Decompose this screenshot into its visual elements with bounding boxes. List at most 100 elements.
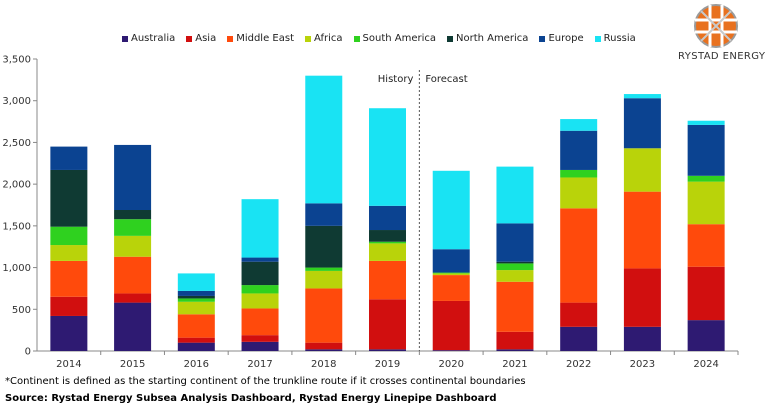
y-tick-label: 2,000: [2, 180, 31, 191]
bar-australia-2019: [369, 349, 406, 351]
legend-item-asia: Asia: [186, 33, 216, 44]
y-tick-label: 3,500: [2, 55, 31, 66]
bar-russia-2016: [177, 273, 215, 291]
x-tick-label: 2020: [439, 359, 464, 370]
bar-australia-2014: [50, 315, 88, 351]
bar-europe-2014: [50, 146, 88, 170]
bar-europe-2017: [241, 257, 279, 262]
bar-middle-east-2014: [50, 260, 88, 297]
bar-europe-2016: [177, 290, 215, 296]
legend-swatch: [305, 35, 311, 42]
bar-europe-2020: [432, 249, 470, 273]
bar-russia-2020: [432, 170, 470, 250]
legend-item-africa: Africa: [305, 33, 343, 44]
bar-asia-2017: [241, 335, 279, 342]
forecast-label: Forecast: [425, 74, 467, 85]
bar-middle-east-2022: [560, 208, 598, 303]
bar-africa-2014: [50, 245, 88, 261]
bar-africa-2017: [241, 293, 279, 309]
bar-asia-2019: [369, 299, 406, 350]
y-tick-label: 1,000: [2, 263, 31, 274]
bar-europe-2022: [560, 130, 598, 170]
bar-europe-2024: [687, 124, 725, 176]
bar-australia-2017: [241, 341, 279, 351]
bar-europe-2015: [114, 144, 152, 211]
legend-swatch: [353, 35, 360, 42]
bar-russia-2022: [560, 119, 598, 131]
legend-label: Middle East: [236, 33, 294, 44]
legend-label: North America: [456, 33, 529, 44]
bar-middle-east-2020: [432, 275, 470, 301]
bar-south-america-2019: [369, 241, 406, 244]
bar-south-america-2014: [50, 226, 88, 246]
bar-europe-2018: [305, 203, 343, 226]
bar-russia-2018: [305, 75, 343, 204]
chart-legend: Australia Asia Middle East Africa South Amer…: [122, 33, 636, 44]
bar-middle-east-2019: [369, 260, 406, 300]
bar-australia-2021: [496, 349, 534, 351]
bar-africa-2024: [687, 181, 725, 225]
bar-south-america-2021: [496, 263, 534, 271]
bar-australia-2022: [560, 326, 598, 351]
bar-middle-east-2017: [241, 308, 279, 336]
legend-swatch: [539, 35, 546, 42]
bar-africa-2016: [177, 301, 215, 315]
bar-australia-2023: [623, 326, 661, 351]
bar-asia-2014: [50, 296, 88, 316]
legend-item-north-america: North America: [447, 33, 528, 44]
bar-russia-2019: [369, 108, 406, 206]
bar-africa-2022: [560, 177, 598, 209]
bar-russia-2023: [623, 94, 661, 99]
bar-north-america-2015: [114, 210, 152, 220]
legend-label: Russia: [603, 33, 636, 44]
bar-north-america-2016: [177, 295, 215, 299]
bar-australia-2024: [687, 320, 725, 351]
x-tick-label: 2015: [120, 359, 145, 370]
legend-swatch: [447, 35, 454, 42]
bar-middle-east-2015: [114, 256, 152, 294]
y-tick-label: 2,500: [2, 138, 31, 149]
x-tick-label: 2014: [56, 359, 81, 370]
legend-swatch: [594, 35, 601, 42]
y-tick-label: 0: [25, 347, 31, 358]
source-line: Source: Rystad Energy Subsea Analysis Da…: [5, 393, 497, 404]
bar-middle-east-2023: [623, 191, 661, 269]
bar-africa-2015: [114, 235, 152, 257]
bar-south-america-2016: [177, 298, 215, 302]
y-tick-label: 500: [12, 305, 31, 316]
bar-asia-2021: [496, 331, 534, 350]
bar-north-america-2017: [241, 261, 279, 286]
bar-south-america-2022: [560, 169, 598, 178]
bar-chart: 0 500 1,000 1,500 2,000 2,500 3,000 3,500 2014 20…: [2, 55, 739, 370]
legend-swatch: [122, 35, 128, 42]
x-tick-label: 2023: [630, 359, 655, 370]
bar-europe-2021: [496, 223, 534, 262]
bar-australia-2016: [177, 342, 215, 351]
x-tick-label: 2016: [184, 359, 209, 370]
bar-asia-2020: [432, 300, 470, 351]
bar-south-america-2018: [305, 267, 343, 271]
footnote: *Continent is defined as the starting co…: [5, 376, 526, 387]
legend-item-middle-east: Middle East: [227, 33, 294, 44]
bar-south-america-2015: [114, 219, 152, 236]
legend-swatch: [227, 35, 234, 42]
bar-south-america-2024: [687, 175, 725, 182]
x-tick-label: 2018: [311, 359, 336, 370]
x-tick-label: 2017: [247, 359, 272, 370]
bar-asia-2022: [560, 302, 598, 327]
legend-item-australia: Australia: [122, 33, 175, 44]
bar-asia-2018: [305, 342, 343, 350]
bar-south-america-2020: [432, 272, 470, 274]
bar-russia-2021: [496, 166, 534, 224]
bar-asia-2023: [623, 268, 661, 327]
bar-north-america-2021: [496, 261, 534, 264]
y-tick-label: 1,500: [2, 221, 31, 232]
bar-australia-2018: [305, 349, 343, 351]
bar-asia-2024: [687, 266, 725, 321]
legend-label: Europe: [548, 33, 584, 44]
bar-africa-2021: [496, 270, 534, 282]
x-tick-label: 2022: [566, 359, 591, 370]
bar-middle-east-2016: [177, 314, 215, 338]
x-tick-label: 2019: [375, 359, 400, 370]
bar-middle-east-2024: [687, 224, 725, 267]
